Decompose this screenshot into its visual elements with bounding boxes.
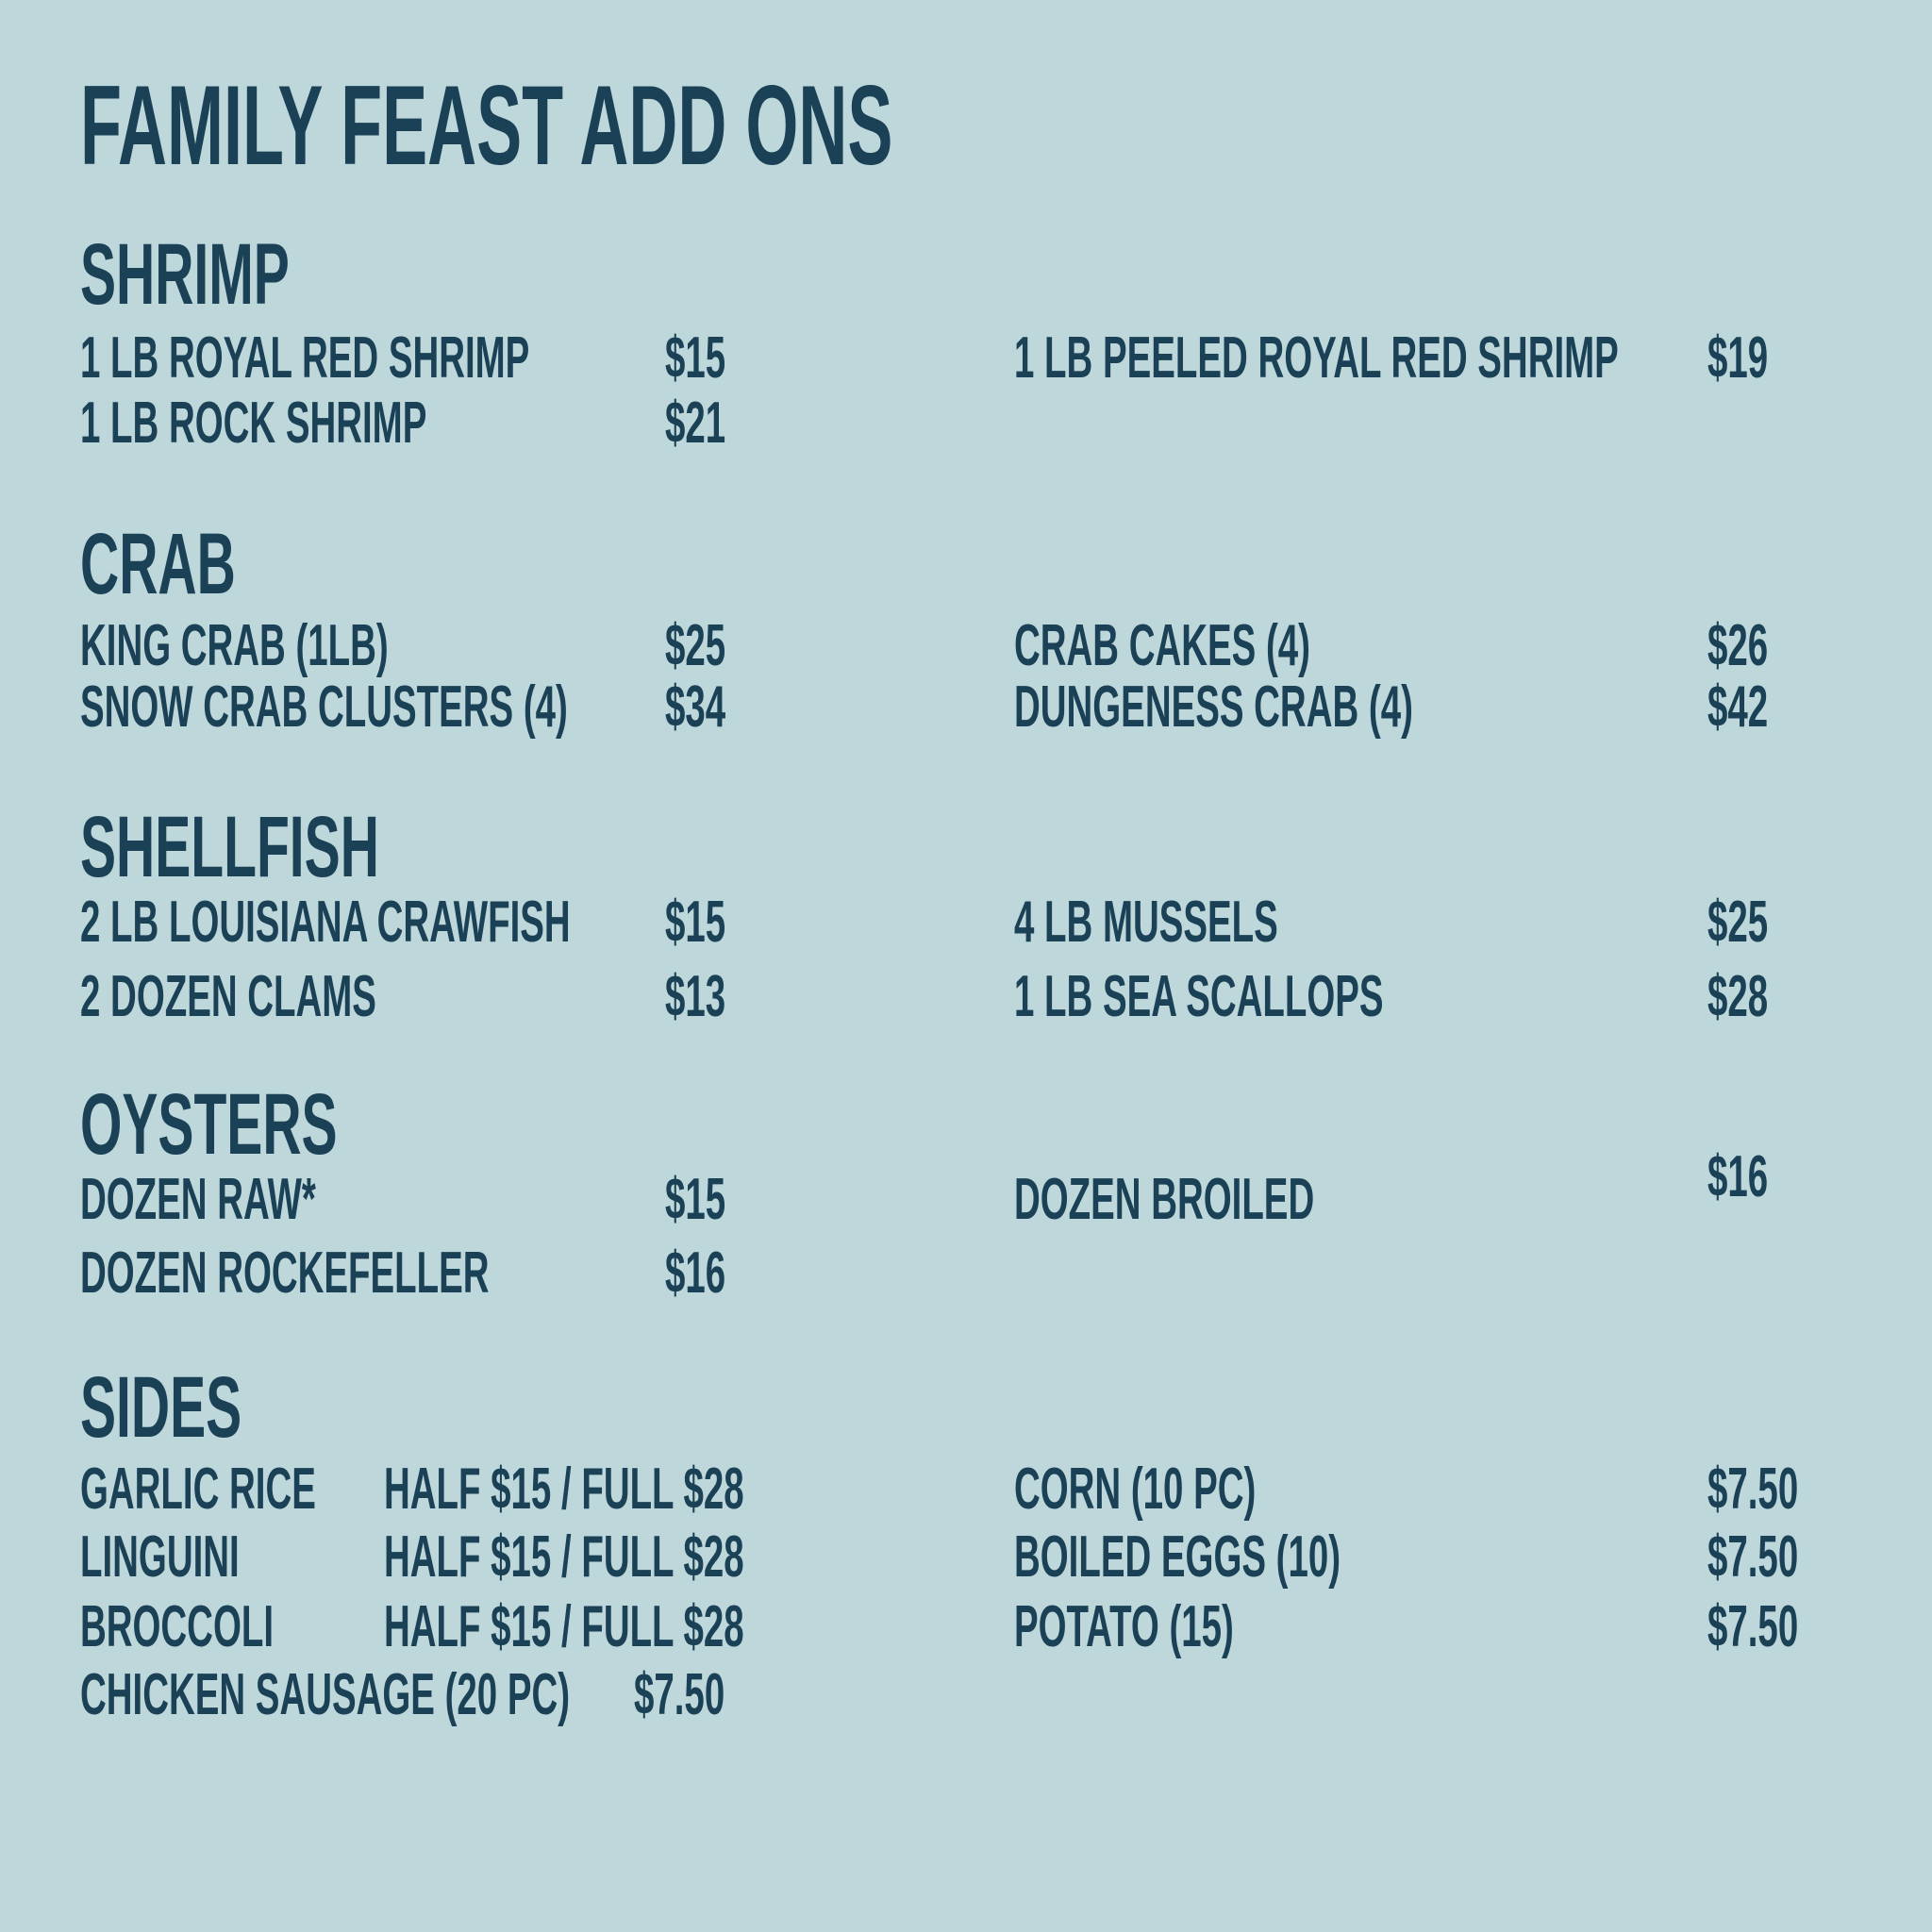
section-heading-oysters: OYSTERS bbox=[80, 1075, 495, 1174]
item-name: BROCCOLI bbox=[80, 1594, 275, 1659]
item-name: GARLIC RICE bbox=[80, 1457, 316, 1522]
item-price: $7.50 bbox=[1707, 1457, 1799, 1522]
item-price: $25 bbox=[1707, 890, 1769, 955]
item-price: $15 bbox=[665, 325, 726, 391]
item-name: BOILED EGGS (10) bbox=[1014, 1524, 1341, 1590]
menu-item-row: CHICKEN SAUSAGE (20 PC) $7.50 bbox=[0, 1661, 1932, 1724]
menu-item-row: GARLIC RICE HALF $15 / FULL $28 CORN (10… bbox=[0, 1456, 1932, 1522]
item-name: CHICKEN SAUSAGE (20 PC) bbox=[80, 1662, 571, 1727]
item-price: HALF $15 / FULL $28 bbox=[384, 1524, 744, 1590]
item-name: POTATO (15) bbox=[1014, 1594, 1234, 1659]
item-price: $7.50 bbox=[634, 1662, 725, 1727]
item-price: $16 bbox=[1707, 1144, 1769, 1209]
section-heading-text: OYSTERS bbox=[80, 1076, 338, 1173]
item-price: HALF $15 / FULL $28 bbox=[384, 1457, 744, 1522]
menu-item-row: 2 LB LOUISIANA CRAWFISH $15 4 LB MUSSELS… bbox=[0, 889, 1932, 955]
menu-title-text: FAMILY FEAST ADD ONS bbox=[80, 62, 893, 189]
item-name: 2 DOZEN CLAMS bbox=[80, 964, 376, 1029]
menu-item-row: SNOW CRAB CLUSTERS (4) $34 DUNGENESS CRA… bbox=[0, 674, 1932, 740]
section-heading-crab: CRAB bbox=[80, 515, 331, 614]
item-name: DOZEN BROILED bbox=[1014, 1167, 1315, 1232]
item-name: CORN (10 PC) bbox=[1014, 1457, 1257, 1522]
item-price: $15 bbox=[665, 1167, 726, 1232]
menu-item-row: DOZEN RAW* $15 DOZEN BROILED $16 bbox=[0, 1148, 1932, 1232]
item-name: 4 LB MUSSELS bbox=[1014, 890, 1278, 955]
item-name: DOZEN ROCKEFELLER bbox=[80, 1241, 490, 1306]
item-price: $34 bbox=[665, 675, 726, 740]
item-price: $21 bbox=[665, 391, 726, 456]
item-name: DUNGENESS CRAB (4) bbox=[1014, 675, 1413, 740]
section-heading-shrimp: SHRIMP bbox=[80, 225, 418, 325]
menu-title: FAMILY FEAST ADD ONS bbox=[80, 60, 1435, 191]
item-price: HALF $15 / FULL $28 bbox=[384, 1594, 744, 1659]
item-price: $7.50 bbox=[1707, 1524, 1799, 1590]
item-name: 1 LB PEELED ROYAL RED SHRIMP bbox=[1014, 325, 1619, 391]
item-price: $42 bbox=[1707, 675, 1769, 740]
section-heading-text: SHRIMP bbox=[80, 226, 290, 323]
item-price: $15 bbox=[665, 890, 726, 955]
item-price: $25 bbox=[665, 613, 726, 678]
menu-item-row: 1 LB ROCK SHRIMP $21 bbox=[0, 390, 1932, 456]
menu-item-row: KING CRAB (1LB) $25 CRAB CAKES (4) $26 bbox=[0, 612, 1932, 675]
item-price: $28 bbox=[1707, 964, 1769, 1029]
item-price: $19 bbox=[1707, 325, 1769, 391]
item-name: LINGUINI bbox=[80, 1524, 240, 1590]
item-name: 1 LB ROYAL RED SHRIMP bbox=[80, 325, 530, 391]
item-price: $16 bbox=[665, 1241, 726, 1306]
item-price: $13 bbox=[665, 964, 726, 1029]
item-name: 1 LB SEA SCALLOPS bbox=[1014, 964, 1384, 1029]
item-price: $26 bbox=[1707, 613, 1769, 678]
menu-item-row: BROCCOLI HALF $15 / FULL $28 POTATO (15)… bbox=[0, 1593, 1932, 1659]
section-heading-text: CRAB bbox=[80, 516, 236, 612]
item-name: KING CRAB (1LB) bbox=[80, 613, 389, 678]
section-heading-text: SHELLFISH bbox=[80, 799, 379, 895]
menu-item-row: LINGUINI HALF $15 / FULL $28 BOILED EGGS… bbox=[0, 1524, 1932, 1590]
item-name: DOZEN RAW* bbox=[80, 1167, 316, 1232]
section-heading-sides: SIDES bbox=[80, 1358, 341, 1457]
item-name: SNOW CRAB CLUSTERS (4) bbox=[80, 675, 568, 740]
item-name: CRAB CAKES (4) bbox=[1014, 613, 1310, 678]
item-price: $7.50 bbox=[1707, 1594, 1799, 1659]
section-heading-shellfish: SHELLFISH bbox=[80, 798, 562, 897]
item-name: 1 LB ROCK SHRIMP bbox=[80, 391, 427, 456]
section-heading-text: SIDES bbox=[80, 1359, 242, 1456]
item-name: 2 LB LOUISIANA CRAWFISH bbox=[80, 890, 571, 955]
menu-item-row: 2 DOZEN CLAMS $13 1 LB SEA SCALLOPS $28 bbox=[0, 963, 1932, 1029]
menu-item-row: DOZEN ROCKEFELLER $16 bbox=[0, 1240, 1932, 1306]
menu-item-row: 1 LB ROYAL RED SHRIMP $15 1 LB PEELED RO… bbox=[0, 325, 1932, 391]
